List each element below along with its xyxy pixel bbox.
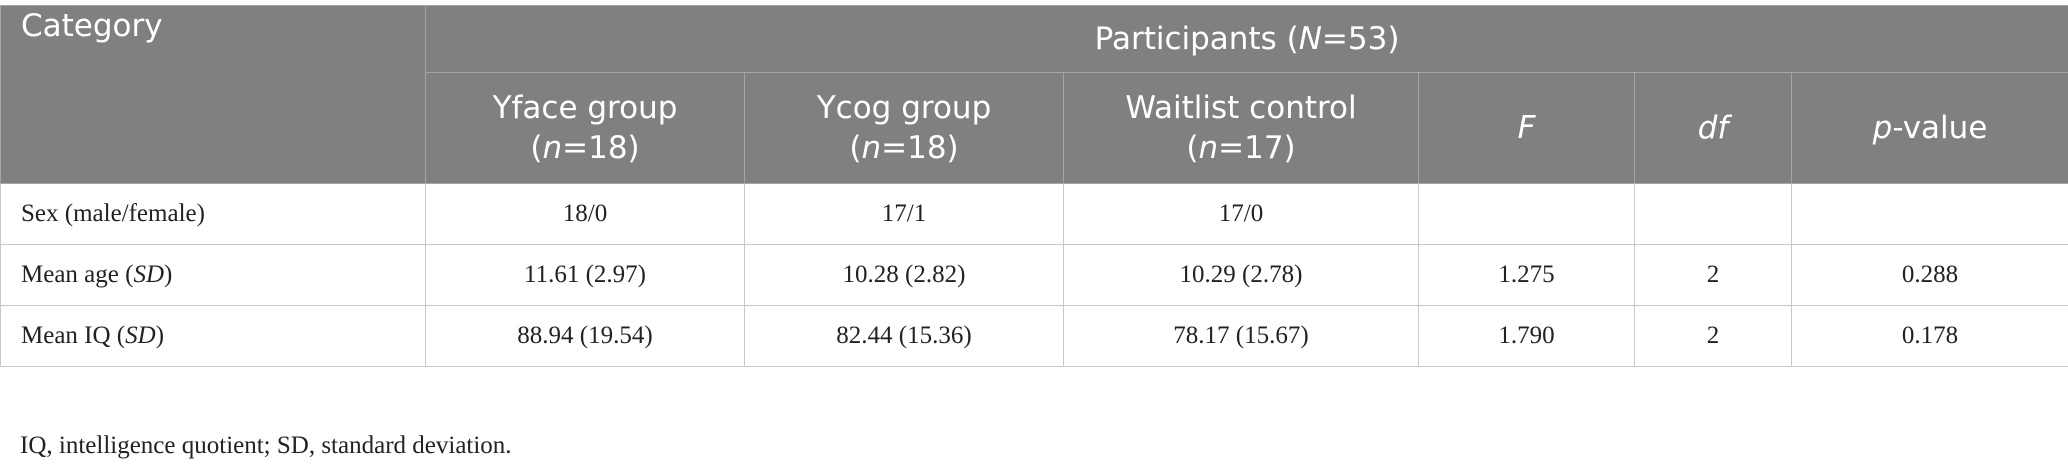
table-cell: 10.29 (2.78) — [1063, 244, 1419, 306]
footnote: IQ, intelligence quotient; SD, standard … — [20, 432, 512, 459]
cell-text: 88.94 (19.54) — [517, 322, 653, 349]
table-cell: 1.790 — [1418, 305, 1635, 367]
table-row: Sex (male/female) 18/0 17/1 17/0 — [0, 183, 2068, 245]
cell-text: 18/0 — [562, 200, 608, 227]
cell-text: 1.275 — [1498, 261, 1555, 288]
cell-text: 82.44 (15.36) — [836, 322, 972, 349]
header-line: (n=18) — [745, 128, 1063, 168]
table-cell: 2 — [1634, 305, 1792, 367]
cell-text: 17/0 — [1218, 200, 1264, 227]
header-line: (n=18) — [426, 128, 744, 168]
row-label: Mean age (SD) — [0, 244, 426, 306]
label-text: Mean age ( — [21, 261, 134, 288]
header-text: n — [542, 130, 563, 166]
header-line: (n=17) — [1064, 128, 1418, 168]
header-line: Ycog group — [745, 88, 1063, 128]
cell-text: 11.61 (2.97) — [524, 261, 646, 288]
header-text: Category — [21, 8, 163, 44]
header-text: =18) — [881, 130, 959, 166]
header-cell: df — [1634, 72, 1792, 184]
table-cell — [1418, 183, 1635, 245]
header-cell: Participants (N=53) — [424, 5, 2068, 73]
table-cell: 82.44 (15.36) — [744, 305, 1064, 367]
header-text: =53) — [1321, 21, 1400, 57]
label-text: SD — [133, 261, 165, 288]
table-cell: 11.61 (2.97) — [425, 244, 745, 306]
table-row: Mean age (SD) 11.61 (2.97) 10.28 (2.82) 10.… — [0, 244, 2068, 306]
cell-text: 17/1 — [881, 200, 927, 227]
table-cell: 0.288 — [1790, 244, 2068, 306]
data-table: Category Participants (N=53) Yface group… — [0, 5, 2068, 367]
header-text: N — [1298, 21, 1322, 57]
header-cell: Waitlist control (n=17) — [1063, 72, 1419, 184]
header-text: -value — [1892, 110, 1988, 146]
cell-text: 0.288 — [1901, 261, 1959, 288]
header-text: ( — [849, 130, 862, 166]
table-body: Sex (male/female) 18/0 17/1 17/0 Mean age (S… — [0, 183, 2068, 367]
header-text: n — [1198, 130, 1219, 166]
header-cell: Ycog group (n=18) — [744, 72, 1064, 184]
header-text: Participants ( — [1094, 21, 1299, 57]
row-label: Mean IQ (SD) — [0, 305, 426, 367]
label-text: ) — [155, 322, 165, 349]
cell-text: 1.790 — [1498, 322, 1555, 349]
header-text: Yface group — [492, 90, 678, 126]
label-text: Mean IQ ( — [21, 322, 126, 349]
cell-text: 0.178 — [1901, 322, 1959, 349]
table-cell: 17/0 — [1063, 183, 1419, 245]
header-cell: Yface group (n=18) — [425, 72, 745, 184]
table-row: Mean IQ (SD) 88.94 (19.54) 82.44 (15.36) 78… — [0, 305, 2068, 367]
header-text: F — [1517, 110, 1536, 146]
table-cell: 18/0 — [425, 183, 745, 245]
cell-text: 2 — [1706, 322, 1720, 349]
header-row: Category Participants (N=53) — [0, 5, 2068, 184]
label-text: Sex (male/female) — [21, 200, 205, 227]
table-cell — [1790, 183, 2068, 245]
table-cell: 78.17 (15.67) — [1063, 305, 1419, 367]
header-text: p — [1872, 110, 1893, 146]
header-text: ( — [530, 130, 543, 166]
header-text: Waitlist control — [1125, 90, 1357, 126]
header-line: Waitlist control — [1064, 88, 1418, 128]
header-cell: F — [1418, 72, 1635, 184]
cell-text: 10.29 (2.78) — [1179, 261, 1303, 288]
table-cell: 10.28 (2.82) — [744, 244, 1064, 306]
table-cell — [1634, 183, 1792, 245]
table-cell: 2 — [1634, 244, 1792, 306]
table-cell: 17/1 — [744, 183, 1064, 245]
header-text: Ycog group — [816, 90, 992, 126]
table-cell: 1.275 — [1418, 244, 1635, 306]
row-label: Sex (male/female) — [0, 183, 426, 245]
label-text: SD — [125, 322, 156, 349]
header-cell: Category — [0, 5, 426, 184]
cell-text: 2 — [1706, 261, 1720, 288]
table-cell: 88.94 (19.54) — [425, 305, 745, 367]
label-text: ) — [164, 261, 173, 288]
header-cell: p-value — [1790, 72, 2068, 184]
header-text: =18) — [562, 130, 640, 166]
header-text: n — [861, 130, 882, 166]
header-text: =17) — [1218, 130, 1296, 166]
header-row: Yface group (n=18) Ycog group (n=18) Waitlis… — [1, 72, 2068, 184]
header-text: df — [1697, 110, 1729, 146]
table-cell: 0.178 — [1790, 305, 2068, 367]
cell-text: 10.28 (2.82) — [842, 261, 966, 288]
header-text: ( — [1186, 130, 1199, 166]
cell-text: 78.17 (15.67) — [1173, 322, 1309, 349]
header-line: Yface group — [426, 88, 744, 128]
